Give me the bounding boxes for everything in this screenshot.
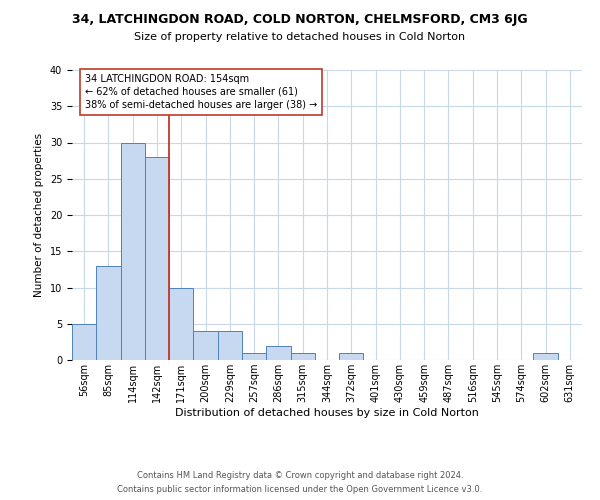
Text: 34, LATCHINGDON ROAD, COLD NORTON, CHELMSFORD, CM3 6JG: 34, LATCHINGDON ROAD, COLD NORTON, CHELM… [72, 12, 528, 26]
Bar [96, 266, 121, 360]
Bar [339, 353, 364, 360]
Bar [266, 346, 290, 360]
Bar [72, 324, 96, 360]
Bar [169, 288, 193, 360]
Bar [533, 353, 558, 360]
Bar [193, 331, 218, 360]
Bar [218, 331, 242, 360]
Bar [121, 142, 145, 360]
Bar [242, 353, 266, 360]
Y-axis label: Number of detached properties: Number of detached properties [34, 133, 44, 297]
Text: 34 LATCHINGDON ROAD: 154sqm
← 62% of detached houses are smaller (61)
38% of sem: 34 LATCHINGDON ROAD: 154sqm ← 62% of det… [85, 74, 317, 110]
Bar [145, 157, 169, 360]
Text: Size of property relative to detached houses in Cold Norton: Size of property relative to detached ho… [134, 32, 466, 42]
Bar [290, 353, 315, 360]
X-axis label: Distribution of detached houses by size in Cold Norton: Distribution of detached houses by size … [175, 408, 479, 418]
Text: Contains HM Land Registry data © Crown copyright and database right 2024.: Contains HM Land Registry data © Crown c… [137, 472, 463, 480]
Text: Contains public sector information licensed under the Open Government Licence v3: Contains public sector information licen… [118, 484, 482, 494]
